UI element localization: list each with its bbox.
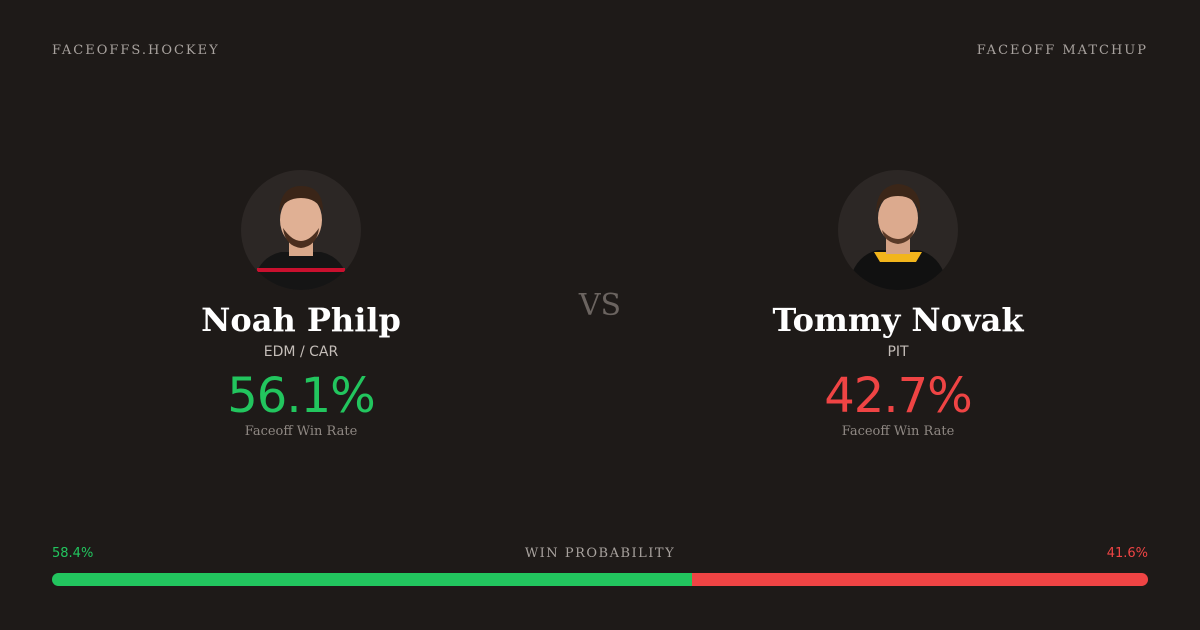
win-probability-right: 41.6% <box>1106 546 1148 561</box>
brand: FACEOFFS.HOCKEY <box>52 43 220 58</box>
player-team: EDM / CAR <box>263 344 339 360</box>
win-rate-label: Faceoff Win Rate <box>841 424 955 439</box>
player-photo <box>838 170 958 290</box>
page-label: FACEOFF MATCHUP <box>976 43 1148 58</box>
win-rate: 42.7% <box>824 368 972 424</box>
win-rate-label: Faceoff Win Rate <box>244 424 358 439</box>
player-team: PIT <box>887 344 909 360</box>
player-card: Tommy Novak PIT 42.7% Faceoff Win Rate <box>698 170 1098 439</box>
win-probability-title: WIN PROBABILITY <box>524 546 676 561</box>
player-name: Tommy Novak <box>772 301 1024 339</box>
player-card: Noah Philp EDM / CAR 56.1% Faceoff Win R… <box>101 170 501 439</box>
win-probability-bar <box>52 573 1148 586</box>
probability-segment <box>692 573 1148 586</box>
player-name: Noah Philp <box>201 301 401 339</box>
player-photo <box>241 170 361 290</box>
probability-segment <box>52 573 693 586</box>
win-probability-left: 58.4% <box>52 546 94 561</box>
win-rate: 56.1% <box>227 368 375 424</box>
versus: VS <box>578 288 622 323</box>
